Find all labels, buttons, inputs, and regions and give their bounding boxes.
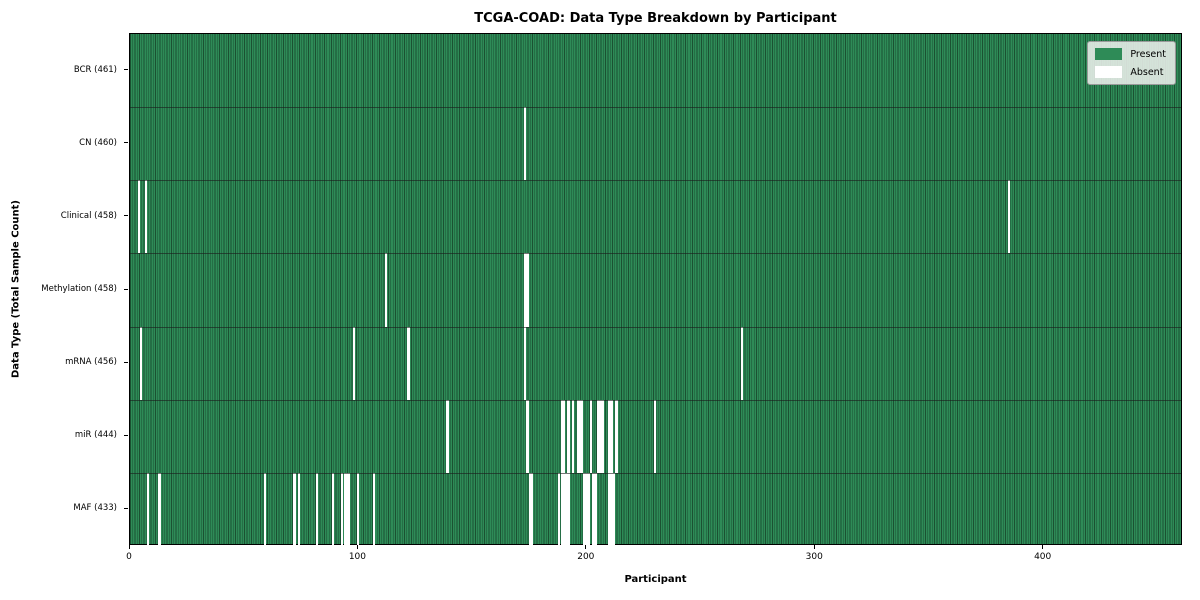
absent-mark-MAF	[565, 472, 568, 546]
absent-mark-miR	[590, 399, 593, 473]
absent-mark-miR	[601, 399, 604, 473]
chart-title: TCGA-COAD: Data Type Breakdown by Partic…	[474, 11, 837, 26]
legend-label-present: Present	[1130, 48, 1166, 60]
y-tick-mark	[124, 69, 128, 71]
absent-mark-MAF	[594, 472, 598, 546]
absent-mark-mRNA	[523, 326, 527, 400]
present-swatch-icon	[1095, 48, 1123, 60]
x-tick-mark	[128, 545, 130, 549]
absent-mark-MAF	[558, 472, 561, 546]
row-separator	[130, 399, 1181, 401]
absent-mark-MAF	[373, 472, 376, 546]
row-separator	[130, 180, 1181, 182]
x-tick-label: 200	[577, 552, 595, 562]
absent-mark-MAF	[297, 472, 301, 546]
legend-item-absent: Absent	[1095, 66, 1166, 78]
legend: Present Absent	[1087, 41, 1176, 85]
row-separator	[130, 107, 1181, 109]
y-tick-label-Clinical: Clinical (458)	[60, 210, 117, 221]
absent-mark-MAF	[345, 472, 349, 546]
absent-mark-Methylation	[523, 253, 527, 327]
absent-mark-MAF	[585, 472, 588, 546]
absent-mark-CN	[523, 107, 527, 181]
absent-mark-MAF	[587, 472, 591, 546]
absent-mark-Methylation	[384, 253, 387, 327]
absent-mark-MAF	[528, 472, 531, 546]
absent-mark-MAF	[357, 472, 360, 546]
absent-mark-MAF	[562, 472, 566, 546]
y-tick-mark	[124, 142, 128, 144]
absent-mark-MAF	[343, 472, 346, 546]
absent-mark-MAF	[348, 472, 351, 546]
absent-mark-miR	[562, 399, 566, 473]
absent-mark-MAF	[158, 472, 161, 546]
absent-mark-miR	[615, 399, 618, 473]
absent-mark-MAF	[567, 472, 570, 546]
absent-mark-mRNA	[352, 326, 355, 400]
absent-mark-MAF	[341, 472, 344, 546]
y-tick-mark	[124, 361, 128, 363]
absent-mark-Clinical	[144, 180, 148, 254]
y-tick-mark	[124, 215, 128, 217]
y-tick-mark	[124, 507, 128, 509]
y-tick-label-BCR: BCR (461)	[73, 64, 117, 75]
absent-mark-MAF	[608, 472, 611, 546]
absent-mark-miR	[576, 399, 579, 473]
legend-label-absent: Absent	[1130, 66, 1164, 78]
absent-mark-Clinical	[1008, 180, 1011, 254]
y-tick-label-Methylation: Methylation (458)	[41, 284, 117, 294]
absent-mark-Clinical	[137, 180, 141, 254]
y-tick-label-MAF: MAF (433)	[73, 503, 117, 514]
y-tick-mark	[124, 434, 128, 436]
absent-mark-miR	[526, 399, 529, 473]
absent-mark-miR	[599, 399, 602, 473]
y-tick-label-CN: CN (460)	[79, 137, 117, 148]
absent-swatch-icon	[1095, 66, 1123, 78]
absent-mark-mRNA	[407, 326, 410, 400]
y-tick-label-mRNA: mRNA (456)	[65, 357, 117, 368]
x-tick-mark	[356, 545, 358, 549]
row-separator	[130, 326, 1181, 328]
absent-mark-MAF	[147, 472, 150, 546]
absent-mark-Methylation	[526, 253, 529, 327]
absent-mark-MAF	[332, 472, 335, 546]
absent-mark-MAF	[530, 472, 534, 546]
absent-mark-MAF	[293, 472, 296, 546]
absent-mark-MAF	[263, 472, 266, 546]
absent-mark-miR	[654, 399, 657, 473]
absent-mark-miR	[581, 399, 584, 473]
absent-mark-mRNA	[140, 326, 143, 400]
x-tick-mark	[585, 545, 587, 549]
row-separator	[130, 472, 1181, 474]
legend-item-present: Present	[1095, 48, 1166, 60]
row-separator	[130, 253, 1181, 255]
x-tick-label: 0	[126, 552, 132, 562]
x-tick-label: 400	[1034, 552, 1052, 562]
absent-mark-miR	[578, 399, 582, 473]
x-tick-mark	[1042, 545, 1044, 549]
x-tick-mark	[813, 545, 815, 549]
absent-mark-MAF	[613, 472, 616, 546]
y-tick-label-miR: miR (444)	[74, 430, 117, 441]
y-tick-mark	[124, 288, 128, 290]
absent-mark-miR	[567, 399, 570, 473]
absent-mark-MAF	[592, 472, 595, 546]
absent-mark-miR	[610, 399, 614, 473]
absent-mark-MAF	[583, 472, 586, 546]
x-tick-label: 100	[348, 552, 366, 562]
absent-mark-miR	[560, 399, 563, 473]
absent-mark-miR	[571, 399, 575, 473]
absent-mark-MAF	[560, 472, 563, 546]
plot-area: Present Absent	[129, 33, 1182, 546]
x-tick-label: 300	[805, 552, 823, 562]
absent-mark-MAF	[610, 472, 614, 546]
absent-mark-miR	[446, 399, 449, 473]
absent-mark-miR	[608, 399, 611, 473]
absent-mark-MAF	[316, 472, 319, 546]
x-axis-label: Participant	[624, 574, 687, 585]
absent-mark-miR	[597, 399, 600, 473]
absent-mark-mRNA	[740, 326, 744, 400]
